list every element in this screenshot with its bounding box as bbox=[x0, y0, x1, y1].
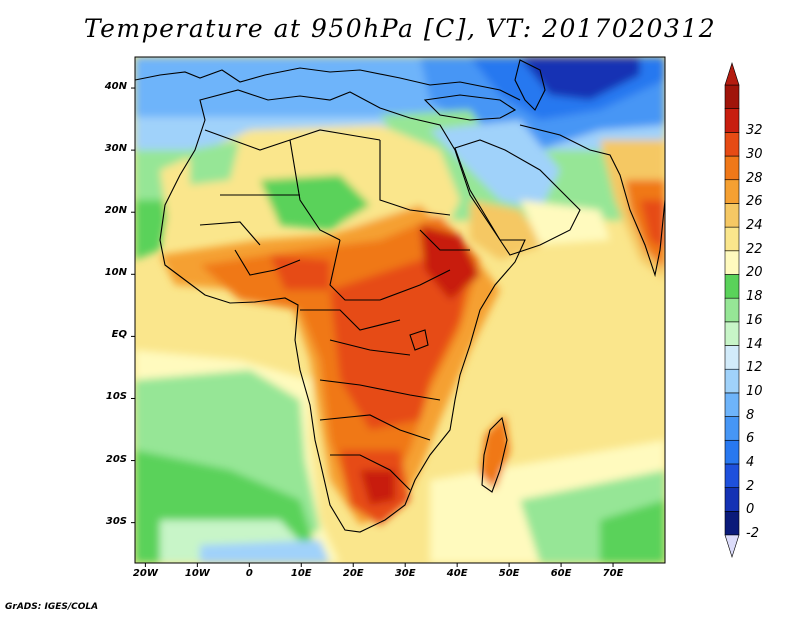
colorbar-swatch bbox=[724, 297, 740, 323]
colorbar-label: 32 bbox=[746, 123, 763, 139]
colorbar-swatch bbox=[724, 274, 740, 299]
colorbar-label: 0 bbox=[746, 502, 755, 518]
colorbar-swatch bbox=[724, 345, 740, 370]
colorbar-label: 28 bbox=[746, 170, 763, 186]
lat-label: 10S bbox=[105, 391, 127, 403]
lat-label: 30N bbox=[104, 143, 127, 155]
colorbar-label: 22 bbox=[746, 241, 763, 257]
lon-label: 70E bbox=[602, 568, 624, 579]
colorbar-swatch bbox=[724, 321, 740, 346]
colorbar-label: 12 bbox=[746, 360, 763, 376]
colorbar-label: 16 bbox=[746, 312, 763, 328]
colorbar-swatch bbox=[724, 463, 740, 488]
colorbar-swatch bbox=[724, 392, 740, 417]
lat-label: 10N bbox=[104, 267, 127, 279]
colorbar-swatch bbox=[724, 368, 740, 394]
lon-label: 60E bbox=[550, 568, 572, 579]
colorbar-swatch bbox=[724, 179, 740, 204]
colorbar-label: 4 bbox=[746, 454, 755, 470]
lon-label: 20E bbox=[342, 568, 364, 579]
colorbar-swatch bbox=[724, 203, 740, 228]
colorbar-label: 2 bbox=[746, 478, 755, 494]
colorbar-label: 26 bbox=[746, 194, 763, 210]
lon-label: 30E bbox=[394, 568, 416, 579]
colorbar-label: 10 bbox=[746, 383, 763, 399]
colorbar-label: 18 bbox=[746, 289, 763, 305]
colorbar-label: 24 bbox=[746, 218, 763, 234]
colorbar-label: 30 bbox=[746, 147, 763, 163]
plot-frame bbox=[134, 56, 666, 564]
colorbar-over-triangle bbox=[724, 62, 740, 86]
colorbar-label: 20 bbox=[746, 265, 763, 281]
lat-label: 20S bbox=[105, 453, 127, 465]
colorbar-swatch bbox=[724, 511, 740, 536]
colorbar-swatch bbox=[724, 487, 740, 512]
lon-label: 50E bbox=[498, 568, 520, 579]
grads-credit: GrADS: IGES/COLA bbox=[5, 602, 99, 612]
colorbar-label: -2 bbox=[746, 526, 759, 541]
map-title: Temperature at 950hPa [C], VT: 201702031… bbox=[83, 14, 717, 43]
lon-label: 0 bbox=[245, 568, 253, 579]
lon-label: 10E bbox=[290, 568, 312, 579]
lat-label: 30S bbox=[105, 515, 127, 527]
colorbar bbox=[724, 62, 740, 558]
lat-label: 20N bbox=[104, 205, 127, 217]
lon-label: 10W bbox=[184, 568, 210, 579]
colorbar-swatch bbox=[724, 226, 740, 252]
colorbar-swatch bbox=[724, 250, 740, 275]
colorbar-swatch bbox=[724, 132, 740, 157]
lon-label: 20W bbox=[132, 568, 158, 579]
colorbar-under-triangle bbox=[724, 534, 740, 558]
lat-label: EQ bbox=[111, 329, 127, 341]
colorbar-swatch bbox=[724, 439, 740, 465]
colorbar-swatch bbox=[724, 416, 740, 441]
lat-label: 40N bbox=[104, 81, 127, 93]
axis-ticks bbox=[131, 87, 614, 567]
colorbar-label: 14 bbox=[746, 336, 763, 352]
colorbar-swatch bbox=[724, 84, 740, 109]
colorbar-swatch bbox=[724, 155, 740, 181]
temperature-field bbox=[135, 57, 665, 563]
lon-label: 40E bbox=[446, 568, 468, 579]
colorbar-label: 6 bbox=[746, 431, 755, 447]
colorbar-swatch bbox=[724, 108, 740, 133]
colorbar-label: 8 bbox=[746, 407, 755, 423]
coastline-outlines bbox=[135, 59, 665, 533]
